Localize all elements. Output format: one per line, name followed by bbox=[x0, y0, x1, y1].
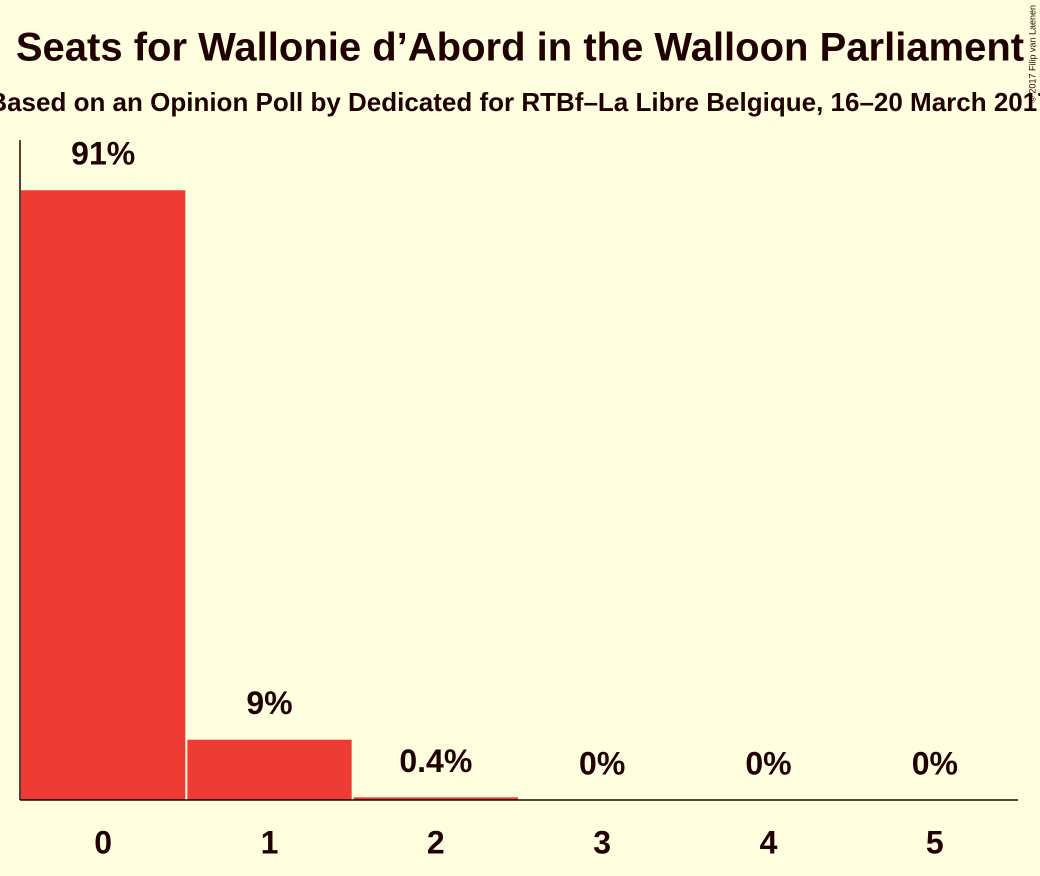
x-tick-label: 4 bbox=[760, 824, 778, 860]
chart-subtitle: Based on an Opinion Poll by Dedicated fo… bbox=[0, 87, 1040, 117]
copyright: © 2017 Filip van Laenen bbox=[1027, 5, 1037, 103]
bar bbox=[21, 190, 186, 801]
chart-title: Seats for Wallonie d’Abord in the Walloo… bbox=[16, 26, 1024, 70]
x-tick-label: 0 bbox=[94, 824, 112, 860]
value-label: 91% bbox=[71, 136, 135, 172]
value-label: 0% bbox=[912, 745, 958, 781]
bar bbox=[353, 797, 518, 800]
value-label: 0% bbox=[579, 745, 625, 781]
bar bbox=[187, 739, 352, 800]
value-label: 9% bbox=[246, 685, 292, 721]
x-tick-label: 3 bbox=[593, 824, 611, 860]
x-tick-label: 1 bbox=[261, 824, 279, 860]
x-tick-label: 2 bbox=[427, 824, 445, 860]
x-tick-label: 5 bbox=[926, 824, 944, 860]
value-label: 0.4% bbox=[399, 743, 472, 779]
value-label: 0% bbox=[745, 745, 791, 781]
